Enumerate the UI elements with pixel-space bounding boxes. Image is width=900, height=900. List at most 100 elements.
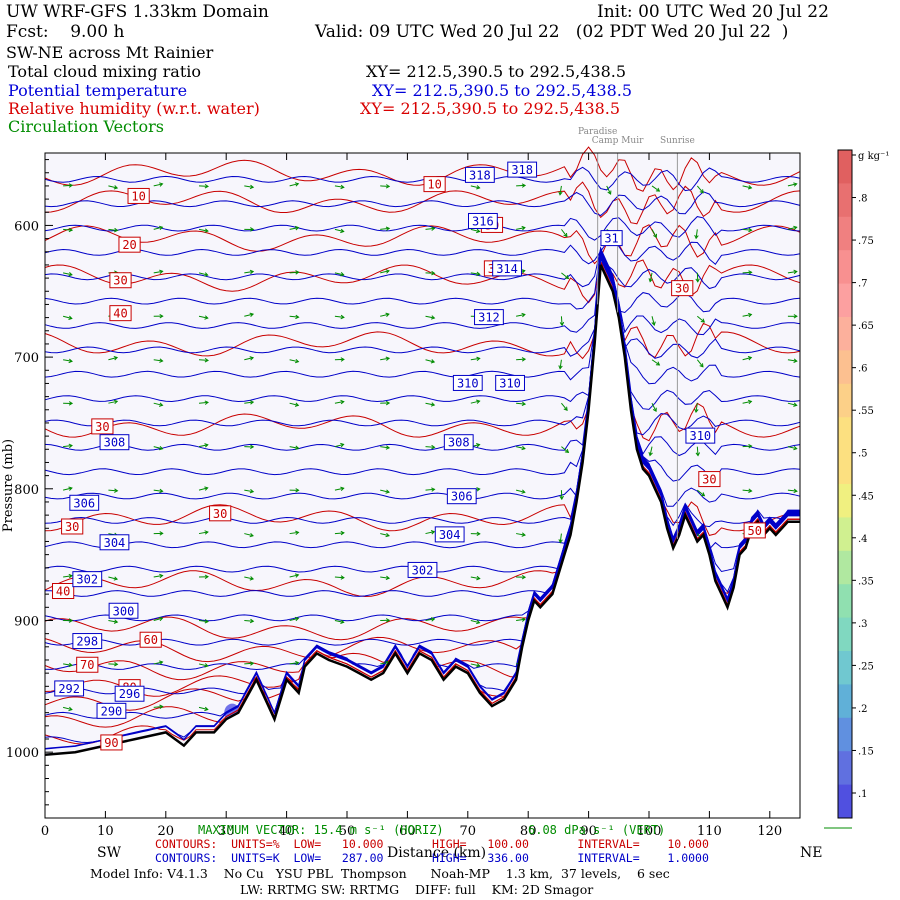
vector-arrow [787, 446, 797, 450]
vector-arrow [153, 270, 163, 274]
vector-arrow [516, 358, 526, 361]
theta-contour [44, 191, 801, 217]
vector-arrow [334, 487, 344, 491]
vector-arrowhead [748, 227, 753, 233]
vector-arrowhead [68, 662, 73, 668]
rh-contour-label: 30 [65, 520, 79, 534]
max-vector-vert: 6.08 dPa s⁻¹ (VERT) [528, 823, 665, 837]
vector-arrowhead [430, 315, 436, 320]
vector-arrow [696, 185, 704, 194]
vector-arrow [651, 185, 660, 192]
vector-arrowhead [521, 183, 527, 188]
vector-arrow [244, 357, 254, 361]
vector-arrowhead [204, 315, 209, 320]
vector-arrow [516, 184, 526, 187]
vector-arrow [153, 661, 163, 665]
vector-arrow [244, 489, 254, 493]
vector-arrow [198, 487, 208, 491]
theta-contour [44, 216, 801, 241]
vector-arrow [198, 359, 209, 361]
vector-arrowhead [159, 488, 164, 494]
theta-contour-label: 300 [113, 604, 135, 618]
vector-arrowhead [521, 401, 527, 407]
vector-arrowhead [793, 488, 798, 494]
vector-arrow [289, 402, 299, 406]
landmark-name: Sunrise [660, 136, 695, 146]
vector-arrow [470, 619, 480, 624]
vector-arrow [697, 489, 705, 497]
theta-contour-label-box [474, 309, 504, 326]
vector-arrow [289, 446, 299, 449]
vector-arrow [63, 228, 73, 231]
rh-contour-label: 30 [702, 473, 716, 487]
vector-arrow [334, 228, 344, 233]
vector-arrowhead [558, 365, 563, 370]
vector-arrowhead [204, 443, 209, 448]
vector-arrowhead [521, 225, 526, 231]
colorbar-segment [838, 550, 852, 585]
vector-arrow [153, 617, 163, 621]
vector-arrow [425, 359, 435, 363]
vector-arrowhead [558, 191, 563, 196]
vector-arrowhead [431, 226, 436, 231]
theta-contours-layer [44, 166, 801, 750]
vector-arrowhead [159, 531, 164, 536]
vector-arrowhead [476, 619, 481, 625]
vector-arrowhead [476, 531, 481, 537]
vector-arrowhead [521, 445, 526, 451]
rh-contour-info: CONTOURS: UNITS=% LOW= 10.000 HIGH= 100.… [155, 837, 709, 851]
vector-arrowhead [158, 616, 164, 622]
vector-arrowhead [431, 444, 436, 450]
vector-arrowhead [204, 706, 209, 712]
colorbar-segment [838, 250, 852, 285]
vector-arrowhead [158, 445, 164, 451]
colorbar-segment [838, 283, 852, 318]
plot-frame [44, 152, 801, 819]
vector-arrowhead [747, 185, 753, 190]
vector-arrowhead [295, 270, 300, 275]
vector-arrowhead [793, 225, 798, 231]
vector-arrowhead [747, 356, 753, 361]
theta-contour [44, 253, 800, 528]
theta-contour-label: 310 [457, 376, 479, 390]
rh-contour-label-box [743, 522, 766, 539]
vector-arrowhead [385, 269, 390, 274]
radiation-info: LW: RRTMG SW: RRTMG DIFF: full KM: 2D Sm… [240, 882, 593, 897]
vector-arrowhead [204, 574, 209, 580]
theta-contour [44, 240, 801, 266]
colorbar-tick-label: .6 [858, 364, 868, 375]
theta-contour-label-box [452, 374, 483, 391]
theta-contour-label: 308 [448, 436, 470, 450]
vector-arrow [380, 357, 390, 361]
theta-contour-label-box [492, 260, 522, 277]
colorbar-segment [838, 617, 852, 652]
vector-arrowhead [476, 575, 481, 581]
theta-contour-label: 31 [604, 232, 618, 246]
colorbar-tick-label: .65 [858, 321, 874, 332]
landmark-name: Camp Muir [592, 136, 644, 146]
x-tick-label: 90 [580, 824, 597, 839]
x-axis-label: Distance (km) [387, 845, 486, 861]
vector-arrowhead [793, 445, 798, 451]
vector-arrow [425, 446, 435, 448]
vector-arrowhead [340, 272, 345, 277]
field-rh-label: Relative humidity (w.r.t. water) [8, 99, 260, 118]
below-ground-fill [45, 264, 800, 818]
vector-arrowhead [652, 407, 657, 413]
vector-arrow [380, 227, 390, 230]
theta-contour [44, 250, 801, 436]
colorbar-segment [838, 317, 852, 351]
vector-arrowhead [385, 400, 391, 406]
vector-arrowhead [68, 315, 73, 320]
theta-contour-label: 304 [439, 528, 461, 542]
vector-arrowhead [249, 356, 255, 361]
theta-contour-label: 306 [73, 496, 95, 510]
vector-arrow [742, 314, 752, 317]
theta-contour-label-box [685, 427, 716, 444]
vector-arrowhead [385, 532, 390, 538]
vector-arrow [651, 229, 657, 238]
vector-arrowhead [249, 661, 255, 666]
vector-arrow [651, 316, 655, 326]
vector-arrow [516, 314, 526, 317]
vector-arrowhead [159, 269, 164, 274]
